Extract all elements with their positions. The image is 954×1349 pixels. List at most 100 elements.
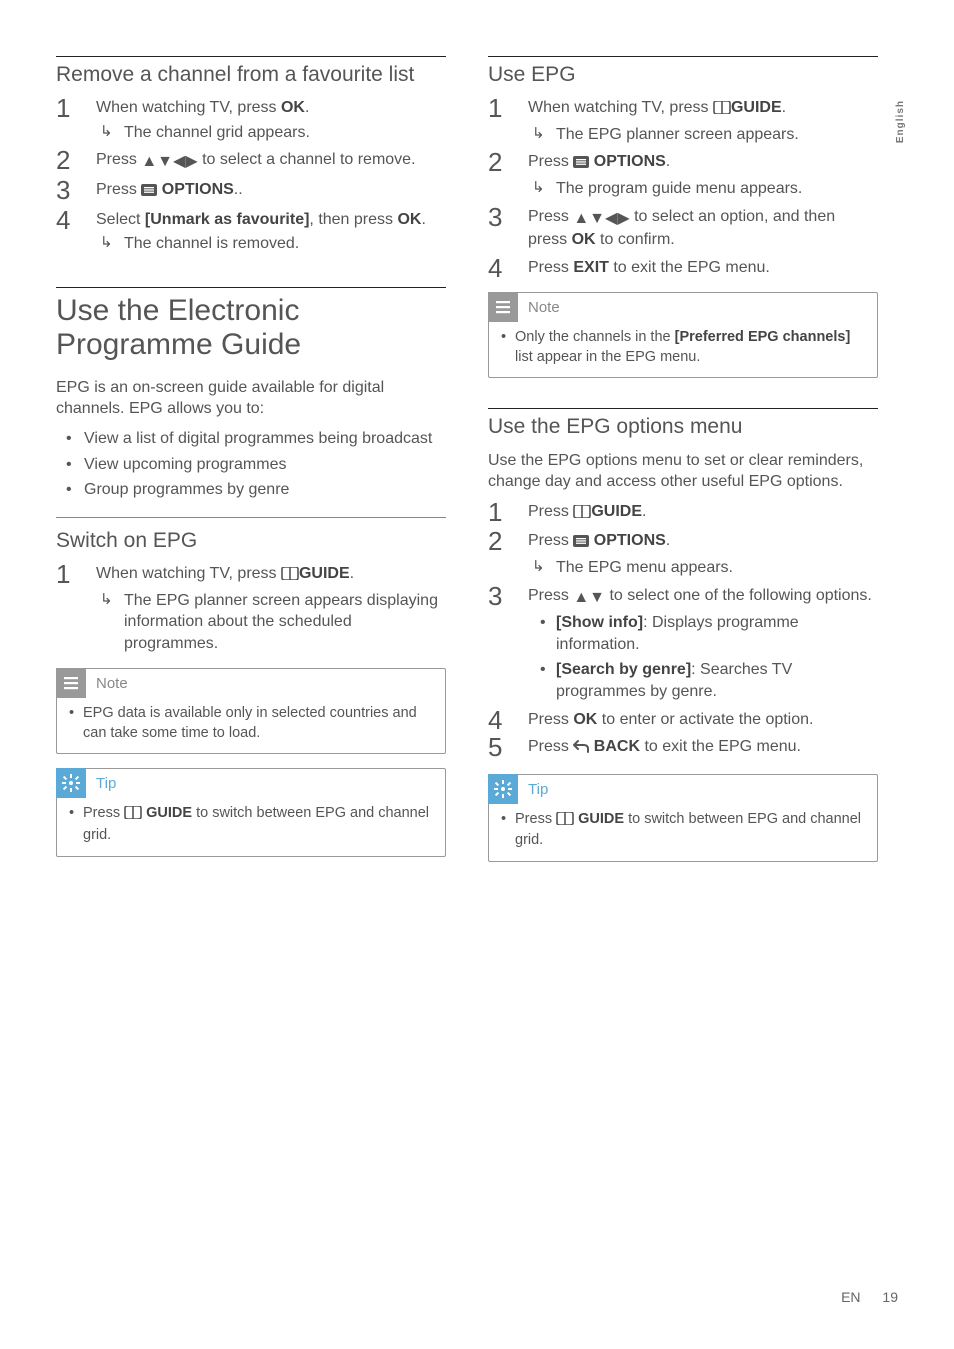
epg-bullets: View a list of digital programmes being …: [56, 428, 446, 501]
key-options: OPTIONS: [157, 181, 233, 198]
text: list appear in the EPG menu.: [515, 349, 700, 365]
footer-lang: EN: [841, 1289, 860, 1305]
text: .: [782, 99, 786, 116]
list-item: [Show info]: Displays programme informat…: [556, 612, 878, 655]
heading-remove-channel: Remove a channel from a favourite list: [56, 56, 446, 87]
right-column: Use EPG When watching TV, press GUIDE. T…: [488, 56, 878, 874]
heading-switch-epg: Switch on EPG: [56, 528, 446, 553]
text: , then press: [309, 211, 397, 228]
key-guide: GUIDE: [574, 811, 624, 827]
steps-remove-channel: When watching TV, press OK. The channel …: [56, 97, 446, 255]
steps-epg-options: Press GUIDE. Press OPTIONS. The EPG menu…: [488, 501, 878, 760]
tip-icon: [56, 768, 86, 798]
key-options: OPTIONS: [589, 532, 665, 549]
nav-arrows-icon: ▲▼◀▶: [573, 208, 629, 230]
epg-options-intro: Use the EPG options menu to set or clear…: [488, 450, 878, 493]
text: .: [642, 503, 646, 520]
result: The EPG planner screen appears displayin…: [96, 590, 446, 655]
heading-use-epg: Use EPG: [488, 56, 878, 87]
step: When watching TV, press GUIDE. The EPG p…: [56, 563, 446, 654]
key-ok: OK: [572, 231, 596, 248]
text: Press: [83, 805, 124, 821]
text: to confirm.: [596, 231, 675, 248]
nav-arrows-icon: ▲▼: [573, 587, 605, 609]
note-callout: Note Only the channels in the [Preferred…: [488, 292, 878, 378]
note-text: EPG data is available only in selected c…: [69, 704, 435, 743]
language-tab: English: [895, 100, 906, 143]
text: When watching TV, press: [96, 99, 281, 116]
step: Press BACK to exit the EPG menu.: [488, 736, 878, 760]
result: The program guide menu appears.: [528, 178, 878, 200]
list-item: Group programmes by genre: [84, 479, 446, 501]
text: to select one of the following options.: [605, 587, 872, 604]
text: Press: [528, 532, 573, 549]
text: ..: [234, 181, 243, 198]
key-options: OPTIONS: [589, 153, 665, 170]
step: Press ▲▼◀▶ to select an option, and then…: [488, 206, 878, 251]
guide-icon: [124, 806, 142, 826]
text: .: [305, 99, 309, 116]
key-ok: OK: [397, 211, 421, 228]
step: When watching TV, press GUIDE. The EPG p…: [488, 97, 878, 145]
result: The channel grid appears.: [96, 122, 446, 144]
heading-epg-options: Use the EPG options menu: [488, 408, 878, 439]
options-icon: [141, 181, 157, 203]
back-icon: [573, 738, 589, 760]
text: .: [421, 211, 425, 228]
text: to select a channel to remove.: [198, 151, 416, 168]
key-guide: GUIDE: [299, 565, 350, 582]
text: Only the channels in the: [515, 329, 675, 345]
text: Press: [528, 587, 573, 604]
tip-icon: [488, 774, 518, 804]
guide-icon: [573, 503, 591, 525]
menu-item: [Unmark as favourite]: [145, 211, 310, 228]
note-icon: [488, 292, 518, 322]
menu-item: [Show info]: [556, 614, 643, 631]
key-ok: OK: [281, 99, 305, 116]
step: Press EXIT to exit the EPG menu.: [488, 257, 878, 279]
step: Press ▲▼◀▶ to select a channel to remove…: [56, 149, 446, 173]
key-back: BACK: [589, 738, 640, 755]
step: Press GUIDE.: [488, 501, 878, 525]
tip-callout: Tip Press GUIDE to switch between EPG an…: [488, 774, 878, 862]
options-icon: [573, 532, 589, 554]
text: Press: [96, 181, 141, 198]
text: Press: [96, 151, 141, 168]
key-guide: GUIDE: [591, 503, 642, 520]
text: to exit the EPG menu.: [640, 738, 801, 755]
divider: [56, 517, 446, 518]
step: Select [Unmark as favourite], then press…: [56, 209, 446, 255]
step: When watching TV, press OK. The channel …: [56, 97, 446, 143]
text: to exit the EPG menu.: [609, 259, 770, 276]
text: to enter or activate the option.: [597, 711, 813, 728]
steps-use-epg: When watching TV, press GUIDE. The EPG p…: [488, 97, 878, 278]
key-guide: GUIDE: [731, 99, 782, 116]
menu-item: [Search by genre]: [556, 661, 691, 678]
step: Press ▲▼ to select one of the following …: [488, 585, 878, 703]
key-exit: EXIT: [573, 259, 609, 276]
text: Press: [515, 811, 556, 827]
list-item: [Search by genre]: Searches TV programme…: [556, 659, 878, 702]
guide-icon: [556, 812, 574, 832]
key-ok: OK: [573, 711, 597, 728]
note-callout: Note EPG data is available only in selec…: [56, 668, 446, 754]
key-guide: GUIDE: [142, 805, 192, 821]
nav-arrows-icon: ▲▼◀▶: [141, 151, 197, 173]
text: .: [666, 153, 670, 170]
tip-label: Tip: [96, 775, 116, 792]
options-icon: [573, 153, 589, 175]
step: Press OK to enter or activate the option…: [488, 709, 878, 731]
list-item: View a list of digital programmes being …: [84, 428, 446, 450]
text: .: [350, 565, 354, 582]
step: Press OPTIONS..: [56, 179, 446, 203]
text: When watching TV, press: [96, 565, 281, 582]
note-label: Note: [96, 675, 128, 692]
text: Press: [528, 711, 573, 728]
note-text: Only the channels in the [Preferred EPG …: [501, 328, 867, 367]
result: The channel is removed.: [96, 233, 446, 255]
text: When watching TV, press: [528, 99, 713, 116]
guide-icon: [281, 565, 299, 587]
tip-text: Press GUIDE to switch between EPG and ch…: [501, 810, 867, 851]
tip-text: Press GUIDE to switch between EPG and ch…: [69, 804, 435, 845]
left-column: Remove a channel from a favourite list W…: [56, 56, 446, 874]
